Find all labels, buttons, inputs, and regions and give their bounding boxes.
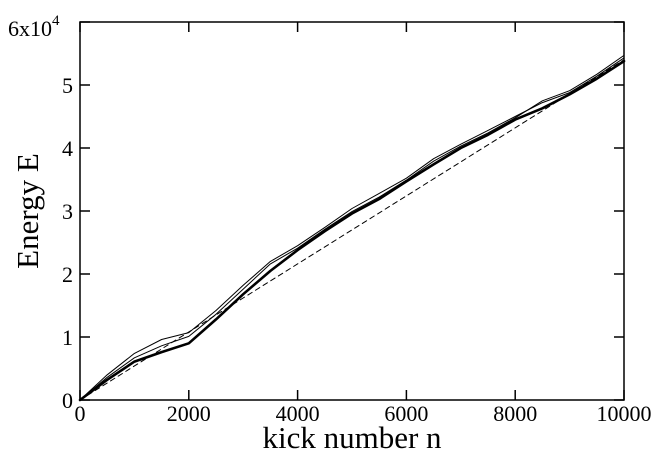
series-layer [78, 54, 626, 402]
series-line-1-thick [78, 59, 626, 402]
series-line-4-dashed [79, 59, 625, 401]
y-tick-label-50000: 5 [62, 73, 73, 98]
x-tick-label-0: 0 [75, 401, 86, 426]
y-axis-title: Energy E [10, 153, 45, 269]
x-tick-label-10000: 10000 [597, 401, 652, 426]
y-top-tick-label: 6x104 [8, 13, 60, 41]
plot-area-border [79, 21, 625, 401]
x-tick-label-4000: 4000 [276, 401, 320, 426]
y-tick-label-30000: 3 [62, 199, 73, 224]
y-tick-label-0: 0 [62, 388, 73, 413]
y-tick-label-20000: 2 [62, 262, 73, 287]
labels-layer: 0 2000 4000 6000 8000 10000 0 1 2 3 4 5 [62, 73, 652, 426]
y-top-label-base: 6x10 [8, 16, 52, 41]
series-line-2-thin [79, 57, 625, 401]
x-tick-label-8000: 8000 [493, 401, 537, 426]
x-tick-label-6000: 6000 [384, 401, 428, 426]
y-tick-label-10000: 1 [62, 325, 73, 350]
series-line-3-thin [79, 54, 625, 401]
y-tick-label-40000: 4 [62, 136, 73, 161]
y-top-label-exponent: 4 [52, 13, 60, 29]
ticks-layer [79, 21, 625, 401]
x-axis-title: kick number n [262, 420, 442, 455]
x-tick-label-2000: 2000 [167, 401, 211, 426]
plot-frame [79, 21, 625, 401]
